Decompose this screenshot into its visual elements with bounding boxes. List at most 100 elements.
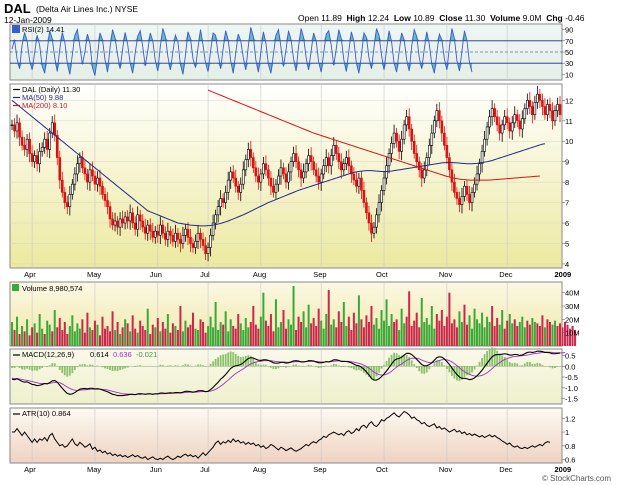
- price-candle-body: [490, 108, 494, 118]
- month-label-5: Sep: [313, 270, 326, 279]
- volume-bar: [395, 319, 398, 346]
- price-candle-body: [400, 138, 403, 152]
- macd-hist-bar: [360, 366, 363, 372]
- price-candle-body: [23, 145, 26, 150]
- volume-bar: [493, 326, 496, 346]
- macd-hist-bar: [104, 366, 106, 369]
- macd-hist-bar: [493, 347, 496, 367]
- price-candle-body: [103, 194, 107, 201]
- volume-bar: [340, 322, 343, 346]
- volume-bars: [11, 286, 577, 346]
- macd-hist-bar: [41, 366, 44, 368]
- macd-hist-bar: [124, 366, 127, 369]
- volume-bar: [26, 319, 29, 346]
- price-candle-body: [498, 124, 501, 134]
- atr-month-label-0: Apr: [24, 465, 36, 474]
- macd-value-label: 0.614: [90, 350, 109, 359]
- price-candle-body: [292, 153, 295, 162]
- company-name-text: (Delta Air Lines Inc.): [36, 4, 113, 14]
- volume-bar: [350, 330, 353, 346]
- volume-bar: [523, 327, 526, 346]
- macd-hist-bar: [111, 366, 114, 372]
- volume-bar: [181, 331, 184, 346]
- volume-bar: [405, 316, 408, 346]
- price-candle-body: [433, 120, 436, 134]
- price-candle-body: [536, 93, 539, 103]
- volume-bar: [483, 327, 486, 346]
- price-candle-body: [244, 159, 248, 171]
- volume-bar: [531, 318, 534, 346]
- volume-bar: [408, 291, 411, 346]
- volume-bar: [48, 324, 51, 346]
- volume-bar: [184, 320, 187, 346]
- price-candle-body: [121, 218, 124, 224]
- volume-bar: [320, 320, 323, 346]
- macd-hist-bar: [249, 356, 252, 367]
- high-label: High: [346, 13, 366, 23]
- volume-bar: [574, 330, 577, 346]
- price-candle-body: [553, 110, 557, 122]
- price-candle-body: [216, 206, 220, 216]
- price-candle-body: [73, 173, 77, 185]
- macd-hist-bar: [18, 366, 21, 368]
- macd-line: [11, 350, 561, 397]
- price-candle-body: [425, 157, 429, 171]
- macd-hist-bar: [161, 365, 164, 367]
- macd-hist-bar: [219, 355, 222, 367]
- macd-hist-bar: [518, 365, 521, 367]
- macd-hist-bar: [486, 351, 489, 367]
- price-candle-body: [53, 122, 57, 136]
- macd-hist-bar: [237, 355, 240, 367]
- price-candle-body: [317, 175, 320, 183]
- chg-label: Chg: [546, 13, 563, 23]
- price-candle-body: [96, 177, 99, 185]
- price-candle-body: [68, 194, 72, 207]
- volume-bar: [68, 326, 71, 346]
- volume-bar: [254, 324, 257, 346]
- volume-bar: [516, 326, 519, 346]
- price-tick-label: 5: [565, 239, 569, 248]
- volume-bar: [186, 327, 189, 346]
- price-candle-body: [259, 173, 263, 183]
- volume-bar: [383, 320, 386, 346]
- price-candle-body: [438, 110, 441, 122]
- macd-hist-bar: [89, 364, 91, 367]
- price-candle-body: [33, 155, 36, 162]
- price-candle-body: [513, 114, 517, 124]
- macd-hist-bar: [247, 355, 250, 367]
- volume-bar: [197, 330, 200, 346]
- price-candle-body: [319, 173, 323, 183]
- price-candle-body: [13, 124, 16, 132]
- price-candle-body: [272, 185, 275, 193]
- volume-bar: [247, 327, 250, 346]
- rsi-tick-label: 30: [565, 59, 573, 68]
- volume-bar: [209, 316, 212, 346]
- month-label-8: Dec: [499, 270, 513, 279]
- price-candle-body: [229, 171, 232, 181]
- price-candle-body: [334, 145, 338, 154]
- macd-hist-bar: [280, 366, 282, 367]
- volume-bar: [86, 312, 89, 346]
- price-candle-body: [98, 177, 102, 187]
- macd-hist-bar: [121, 366, 124, 370]
- macd-hist-bar: [297, 365, 300, 367]
- price-candle-body: [297, 161, 300, 171]
- volume-bar: [488, 322, 491, 346]
- volume-bar: [410, 326, 413, 346]
- macd-hist-bar: [398, 355, 401, 367]
- volume-bar: [302, 311, 305, 346]
- volume-bar: [43, 334, 46, 346]
- price-candle-body: [284, 173, 288, 183]
- volume-bar: [212, 327, 215, 346]
- price-candle-body: [405, 116, 408, 126]
- volume-bar: [227, 331, 230, 346]
- volume-bar: [176, 330, 179, 346]
- price-candle-body: [422, 169, 426, 179]
- price-candle-body: [365, 202, 368, 214]
- macd-hist-bar: [31, 366, 34, 371]
- price-candle-body: [274, 183, 278, 193]
- volume-bar: [541, 315, 544, 346]
- price-candle-body: [199, 232, 202, 240]
- price-candle-body: [443, 132, 446, 146]
- atr-month-label-1: May: [87, 465, 101, 474]
